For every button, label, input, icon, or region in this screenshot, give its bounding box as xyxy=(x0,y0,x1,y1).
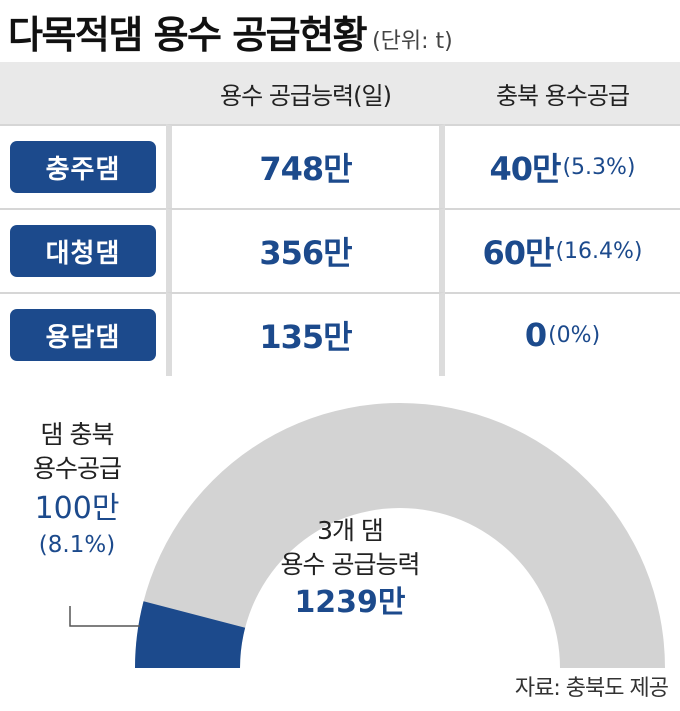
total-value: 1239만 xyxy=(294,585,406,620)
capacity-value: 135만 xyxy=(259,318,352,356)
supply-value: 0 xyxy=(524,316,547,354)
title-text: 다목적댐 용수 공급현황 xyxy=(8,13,368,57)
header-capacity: 용수 공급능력(일) xyxy=(166,62,445,124)
total-label-line2: 용수 공급능력 xyxy=(280,550,421,579)
unit-text: (단위: t) xyxy=(372,29,453,54)
supply-cell: 0 (0%) xyxy=(445,292,680,376)
share-value: 100만 xyxy=(34,491,120,526)
header-blank xyxy=(0,62,166,124)
share-label-line1: 댐 충북 xyxy=(40,420,115,449)
header-supply: 충북 용수공급 xyxy=(445,62,680,124)
source-note: 자료: 충북도 제공 xyxy=(514,676,669,701)
supply-percent: (16.4%) xyxy=(555,238,643,264)
share-label: 댐 충북 용수공급 100만 (8.1%) xyxy=(2,418,152,560)
supply-percent: (5.3%) xyxy=(562,154,636,180)
gauge-total-arc xyxy=(135,403,665,668)
supply-value: 60만 xyxy=(482,234,554,272)
capacity-value: 356만 xyxy=(259,234,352,272)
row-label-cell: 용담댐 xyxy=(0,292,166,376)
capacity-value: 748만 xyxy=(259,150,352,188)
chart-title: 다목적댐 용수 공급현황 (단위: t) xyxy=(8,4,453,59)
share-label-line2: 용수공급 xyxy=(32,454,122,483)
leader-line xyxy=(69,606,140,627)
gauge-share-arc xyxy=(135,601,246,668)
capacity-cell: 748만 xyxy=(166,124,445,208)
dam-label: 대청댐 xyxy=(10,225,156,277)
total-label: 3개 댐 용수 공급능력 1239만 xyxy=(250,514,450,624)
dam-label: 용담댐 xyxy=(10,309,156,361)
supply-cell: 40만 (5.3%) xyxy=(445,124,680,208)
capacity-cell: 356만 xyxy=(166,208,445,292)
supply-percent: (0%) xyxy=(548,322,601,348)
data-table: 용수 공급능력(일) 충북 용수공급 충주댐 748만 40만 (5.3%) 대청… xyxy=(0,62,680,376)
row-label-cell: 대청댐 xyxy=(0,208,166,292)
supply-cell: 60만 (16.4%) xyxy=(445,208,680,292)
row-label-cell: 충주댐 xyxy=(0,124,166,208)
share-percent: (8.1%) xyxy=(38,532,116,558)
dam-label: 충주댐 xyxy=(10,141,156,193)
total-label-line1: 3개 댐 xyxy=(317,516,384,545)
capacity-cell: 135만 xyxy=(166,292,445,376)
supply-value: 40만 xyxy=(489,150,561,188)
